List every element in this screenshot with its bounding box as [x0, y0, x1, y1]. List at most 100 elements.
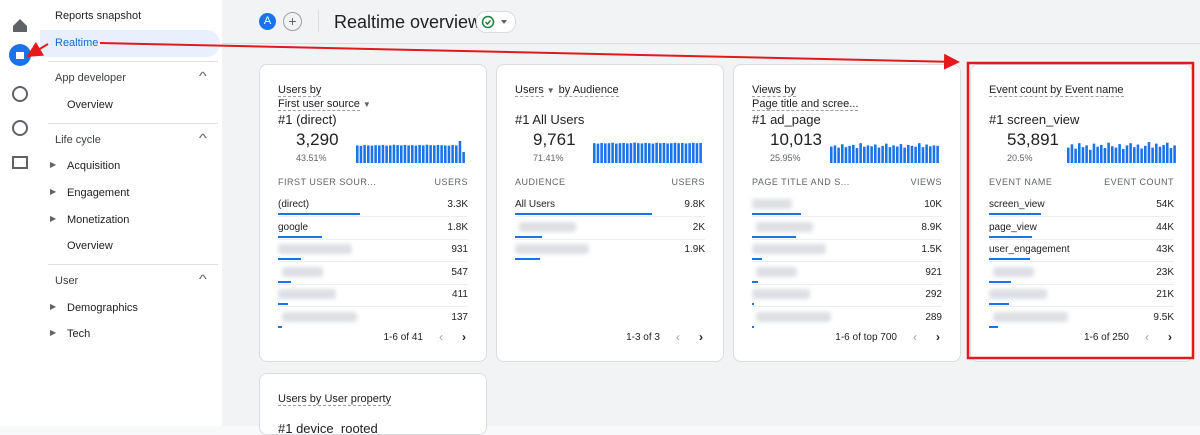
spark-bar: [907, 144, 910, 163]
spark-bar: [699, 142, 702, 163]
spark-bar: [859, 143, 862, 163]
card-title: Users ▼ by Audience: [515, 83, 619, 98]
spark-bar: [1092, 143, 1096, 163]
nav-item[interactable]: Overview: [67, 99, 113, 111]
title-segment[interactable]: Page title and scree...: [752, 98, 859, 111]
divider: [48, 123, 218, 124]
spark-bar: [611, 142, 614, 163]
pagination: 1-6 of top 700: [835, 332, 897, 343]
row-value: 931: [451, 244, 468, 256]
spark-bar: [892, 145, 895, 163]
next-page[interactable]: ›: [699, 330, 703, 344]
spark-bar: [396, 145, 399, 163]
row-divider: [278, 238, 468, 240]
spark-bar: [367, 145, 370, 163]
home-icon[interactable]: [13, 19, 27, 32]
spark-bar: [921, 147, 925, 163]
spark-bar: [681, 142, 684, 163]
spark-bar: [381, 144, 385, 163]
row-label: page_view: [989, 221, 1037, 233]
nav-item[interactable]: Overview: [67, 240, 113, 252]
nav-item[interactable]: Acquisition: [67, 160, 121, 172]
row-bar: [278, 326, 282, 328]
row-bar: [515, 258, 540, 261]
spark-bar: [666, 143, 669, 163]
spark-bar: [418, 144, 421, 163]
nav-item[interactable]: Realtime: [55, 37, 99, 49]
nav-item[interactable]: Demographics: [67, 302, 138, 314]
nav-item[interactable]: Engagement: [67, 187, 130, 199]
spark-bar: [414, 145, 418, 163]
explore-icon[interactable]: [12, 86, 28, 102]
row-divider: [515, 216, 705, 217]
sidebar: Reports snapshot Realtime App developer ^ Ov…: [40, 0, 222, 426]
title-segment[interactable]: Users by: [278, 84, 322, 97]
row-label: All Users: [515, 199, 556, 210]
prev-page[interactable]: ‹: [1145, 330, 1149, 344]
status-chip[interactable]: [476, 11, 516, 33]
spark-bar: [881, 145, 884, 163]
row-value: 1.9K: [684, 244, 705, 256]
row-value: 54K: [1156, 199, 1174, 210]
configure-icon[interactable]: [12, 156, 28, 169]
pagination: 1-6 of 250: [1083, 332, 1129, 343]
row-label: user_engagement: [989, 244, 1070, 256]
next-page[interactable]: ›: [1168, 330, 1172, 344]
row-bar: [989, 326, 999, 328]
nav-item[interactable]: User: [55, 275, 79, 287]
divider: [48, 61, 218, 62]
spark-bar: [888, 147, 892, 163]
title-segment[interactable]: Users: [515, 84, 544, 97]
avatar[interactable]: A: [259, 13, 276, 30]
next-page[interactable]: ›: [462, 330, 466, 344]
title-segment[interactable]: Users by User property: [278, 393, 392, 406]
nav-item[interactable]: App developer: [55, 72, 126, 84]
row-value: 1.8K: [447, 221, 468, 233]
title-segment[interactable]: by Audience: [558, 84, 619, 97]
spark-bar: [844, 147, 848, 163]
spark-bar: [910, 145, 914, 163]
advertising-icon[interactable]: [12, 120, 28, 136]
nav-item[interactable]: Monetization: [67, 214, 130, 226]
redacted-label: [282, 312, 357, 322]
card-title: Users by User property: [278, 392, 392, 406]
row-bar: [278, 280, 292, 283]
prev-page[interactable]: ‹: [913, 330, 917, 344]
prev-page[interactable]: ‹: [676, 330, 680, 344]
nav-item[interactable]: Life cycle: [55, 134, 101, 146]
expand-caret: ▶: [50, 187, 57, 196]
next-page[interactable]: ›: [936, 330, 940, 344]
title-segment[interactable]: First user source: [278, 98, 360, 111]
total: 3,290: [296, 130, 339, 149]
spark-bar: [1136, 144, 1140, 163]
spark-bar: [1078, 143, 1081, 163]
add-button[interactable]: +: [283, 12, 302, 31]
row-divider: [278, 216, 468, 217]
row-bar: [515, 235, 542, 238]
sparkline: [356, 141, 465, 163]
column-header: EVENT COUNT: [1104, 177, 1174, 187]
row-bar: [278, 258, 301, 261]
row-value: 2K: [692, 221, 705, 233]
title-segment[interactable]: Views by: [752, 84, 796, 97]
row-value: 23K: [1156, 266, 1174, 278]
prev-page[interactable]: ‹: [439, 330, 443, 344]
spark-bar: [866, 145, 870, 163]
redacted-label: [993, 312, 1068, 322]
expand-caret: ▶: [50, 302, 57, 311]
spark-bar: [378, 145, 381, 163]
spark-bar: [600, 142, 603, 163]
row-value: 547: [451, 266, 468, 278]
spark-bar: [1147, 142, 1151, 163]
spark-bar: [670, 143, 673, 163]
row-divider: [515, 238, 705, 240]
expand-caret: ▶: [50, 328, 57, 337]
row-value: 9.5K: [1153, 312, 1174, 323]
title-segment[interactable]: Event count by Event name: [989, 84, 1124, 97]
spark-bar: [932, 145, 936, 163]
row-divider: [989, 283, 1174, 285]
spark-bar: [692, 142, 695, 163]
nav-item[interactable]: Tech: [67, 328, 91, 340]
row-bar: [278, 213, 360, 215]
nav-item[interactable]: Reports snapshot: [55, 10, 142, 22]
